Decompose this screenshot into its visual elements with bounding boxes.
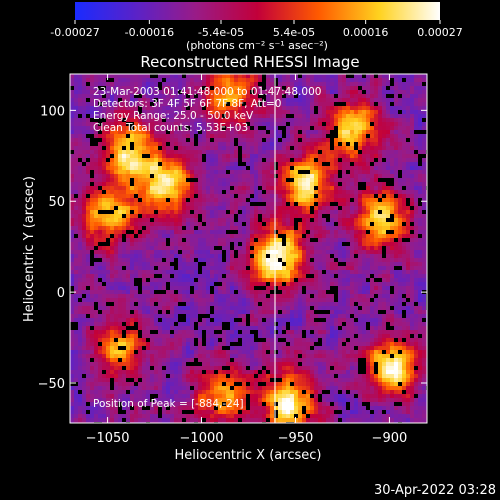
heatmap-image [70,74,427,423]
time-annotation: 23-Mar-2003 01:41:48.000 to 01:47:48.000 [93,86,321,98]
y-tick-label: 100 [40,104,65,119]
colorbar-tick-label: -0.00016 [125,26,174,39]
colorbar-tick-label: -0.00027 [50,26,99,39]
y-axis-label: Heliocentric Y (arcsec) [22,176,37,322]
y-axis-ticks: −50 0 50 100 [38,104,427,392]
clean-annotation: Clean Total counts: 5.53E+03 [93,122,248,134]
generation-timestamp: 30-Apr-2022 03:28 [374,483,496,498]
colorbar-tick-label: 0.00016 [343,26,389,39]
colorbar-tick-label: 5.4e-05 [273,26,315,39]
colorbar-tick-label: -5.4e-05 [198,26,244,39]
colorbar-tick-label: 0.00027 [417,26,463,39]
y-tick-label: 0 [57,286,65,301]
x-tick-label: −900 [372,431,408,446]
x-tick-label: −950 [278,431,314,446]
x-tick-label: −1050 [86,431,130,446]
plot-frame [69,73,428,424]
energy-annotation: Energy Range: 25.0 - 50.0 keV [93,110,254,122]
chart-title: Reconstructed RHESSI Image [140,53,359,71]
x-tick-label: −1000 [180,431,224,446]
x-axis-ticks: −1050 −1000 −950 −900 [86,74,408,446]
y-tick-label: −50 [38,377,65,392]
colorbar-ticks: -0.00027 -0.00016 -5.4e-05 5.4e-05 0.00016 0.… [50,20,463,39]
colorbar [75,2,440,20]
x-axis-label: Heliocentric X (arcsec) [175,448,322,463]
y-tick-label: 50 [48,195,65,210]
peak-annotation: Position of Peak = [-884,-24] [93,398,244,410]
detectors-annotation: Detectors: 3F 4F 5F 6F 7F 8F, Att=0 [93,98,282,110]
colorbar-unit-label: (photons cm⁻² s⁻¹ asec⁻²) [186,39,328,52]
